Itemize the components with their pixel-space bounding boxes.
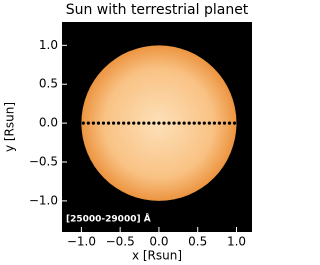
planet-position <box>132 121 136 125</box>
planet-position <box>106 121 111 125</box>
planet-position <box>157 121 161 125</box>
y-tick-label: 0.5 <box>39 77 58 91</box>
planet-position <box>137 121 141 125</box>
planet-position <box>147 121 151 125</box>
planet-position <box>192 121 196 125</box>
chart: Sun with terrestrial planet x [Rsun] y [… <box>3 2 252 263</box>
y-tick-label: −1.0 <box>29 193 58 207</box>
planet-position <box>101 121 106 125</box>
x-tick-label: 1.0 <box>227 235 246 249</box>
planet-position <box>187 121 191 125</box>
y-tick-label: 1.0 <box>39 38 58 52</box>
planet-position <box>117 121 121 125</box>
planet-position <box>142 121 146 125</box>
planet-position <box>122 121 126 125</box>
planet-position <box>177 121 181 125</box>
x-tick-label: −0.5 <box>106 235 135 249</box>
x-tick-label: 0.5 <box>188 235 207 249</box>
x-axis-label: x [Rsun] <box>132 249 182 263</box>
y-axis-label: y [Rsun] <box>3 102 17 152</box>
planet-position <box>227 121 232 125</box>
planet-position <box>232 121 237 125</box>
planet-position <box>152 121 156 125</box>
planet-position <box>127 121 131 125</box>
x-tick-label: −1.0 <box>67 235 96 249</box>
planet-position <box>91 121 96 125</box>
chart-title: Sun with terrestrial planet <box>66 2 249 18</box>
planet-position <box>202 121 206 125</box>
y-tick-label: −0.5 <box>29 155 58 169</box>
planet-position <box>222 121 227 125</box>
planet-position <box>96 121 101 125</box>
planet-position <box>172 121 176 125</box>
planet-position <box>162 121 166 125</box>
planet-position <box>111 121 116 125</box>
x-tick-label: 0.0 <box>149 235 168 249</box>
y-tick-label: 0.0 <box>39 116 58 130</box>
planet-position <box>207 121 211 125</box>
annotation: [25000-29000] Å <box>66 214 151 225</box>
planet-position <box>182 121 186 125</box>
planet-position <box>212 121 216 125</box>
planet-position <box>86 121 90 125</box>
planet-position <box>81 121 85 125</box>
planet-position <box>217 121 222 125</box>
planet-position <box>167 121 171 125</box>
planet-position <box>197 121 201 125</box>
